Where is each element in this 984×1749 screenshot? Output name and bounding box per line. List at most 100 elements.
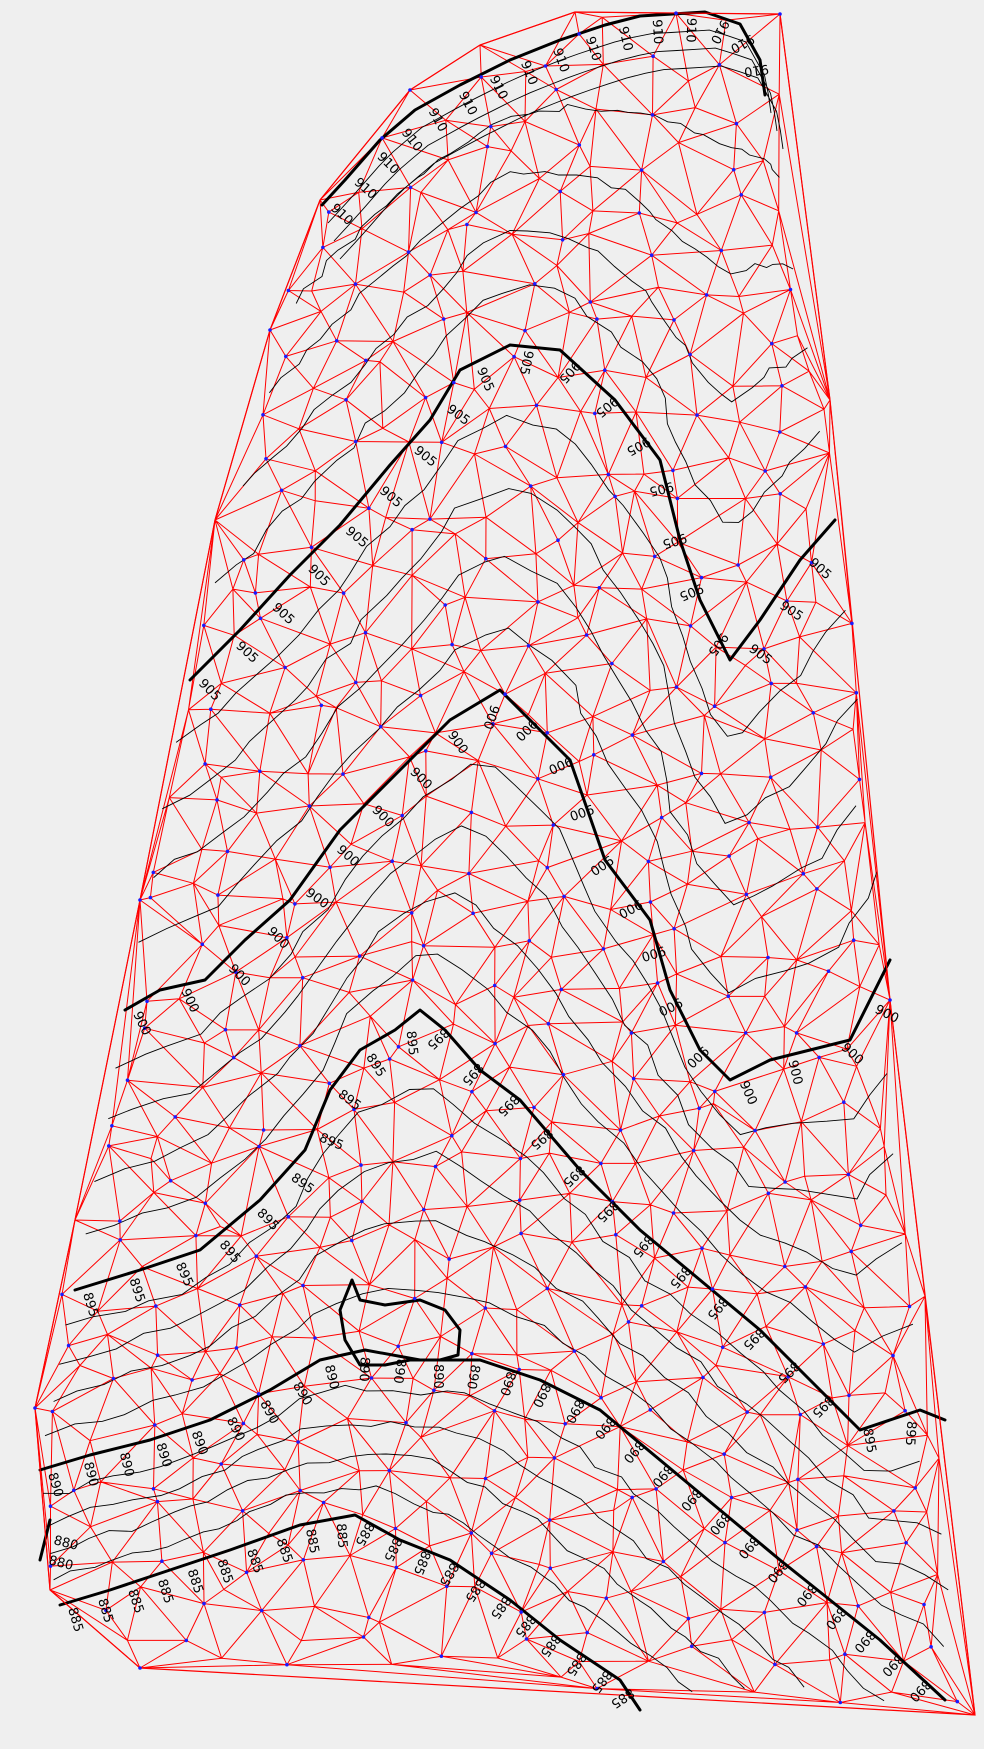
survey-point — [201, 943, 205, 947]
survey-point — [152, 1487, 156, 1491]
contour-label-910: 910 — [582, 35, 604, 63]
survey-point — [773, 1663, 777, 1667]
contour-label-895: 895 — [362, 1051, 388, 1080]
survey-point — [310, 546, 314, 550]
survey-point — [72, 1489, 76, 1493]
contour-label-890: 890 — [430, 1364, 445, 1389]
survey-point — [546, 866, 550, 870]
survey-point — [730, 1496, 734, 1500]
survey-point — [152, 871, 156, 875]
survey-point — [238, 1303, 242, 1307]
contour-label-905: 905 — [473, 365, 496, 394]
survey-point — [169, 1179, 173, 1183]
survey-point — [770, 342, 774, 346]
contour-label-895: 895 — [559, 1162, 587, 1190]
contour-label-905: 905 — [269, 600, 297, 628]
survey-point — [241, 1509, 245, 1513]
survey-point — [577, 32, 581, 36]
survey-point — [549, 1566, 553, 1570]
survey-point — [287, 1215, 291, 1219]
survey-point — [285, 1663, 289, 1667]
survey-point — [442, 317, 446, 321]
survey-point — [367, 1616, 371, 1620]
survey-point — [341, 772, 345, 776]
survey-point — [562, 895, 566, 899]
survey-point — [302, 1558, 306, 1562]
survey-point — [614, 1233, 618, 1237]
survey-point — [908, 1305, 912, 1309]
survey-point — [783, 1265, 787, 1269]
survey-point — [585, 633, 589, 637]
survey-point — [676, 497, 680, 501]
survey-point — [470, 1531, 474, 1535]
contour-label-895: 895 — [629, 1231, 656, 1260]
contour-label-905: 905 — [411, 443, 440, 470]
survey-point — [858, 778, 862, 782]
survey-point — [656, 981, 660, 985]
survey-point — [440, 1654, 444, 1658]
contour-label-900: 900 — [587, 852, 616, 878]
survey-point — [479, 75, 483, 79]
survey-point — [411, 978, 415, 982]
survey-point — [313, 1336, 317, 1340]
contour-label-900: 900 — [225, 961, 253, 989]
survey-point — [700, 576, 704, 580]
contour-label-900: 900 — [639, 942, 667, 964]
contour-label-885: 885 — [352, 1519, 377, 1548]
survey-point — [723, 1541, 727, 1545]
survey-point — [546, 731, 550, 735]
survey-point — [360, 1200, 364, 1204]
survey-point — [533, 282, 537, 286]
survey-point — [535, 404, 539, 408]
survey-point — [632, 1077, 636, 1081]
survey-point — [888, 998, 892, 1002]
survey-point — [558, 190, 562, 194]
survey-point — [190, 1378, 194, 1382]
survey-point — [519, 1232, 523, 1236]
survey-point — [739, 193, 743, 197]
contour-label-895: 895 — [740, 1324, 768, 1352]
survey-point — [720, 249, 724, 253]
survey-point — [532, 1106, 536, 1110]
survey-point — [603, 368, 607, 372]
survey-point — [262, 1128, 266, 1132]
survey-point — [328, 866, 332, 870]
survey-point — [216, 893, 220, 897]
survey-point — [613, 495, 617, 499]
survey-point — [651, 113, 655, 117]
survey-point — [518, 1198, 522, 1202]
contour-label-885: 885 — [511, 1611, 538, 1640]
contour-label-885: 885 — [64, 1606, 86, 1634]
survey-point — [692, 1149, 696, 1153]
survey-point — [486, 145, 490, 149]
survey-point — [470, 1090, 474, 1094]
contour-label-890: 890 — [116, 1451, 137, 1479]
contour-label-890: 890 — [496, 1369, 518, 1397]
contour-label-880: 880 — [47, 1553, 75, 1574]
contour-label-900: 900 — [479, 703, 501, 731]
survey-point — [852, 938, 856, 942]
survey-point — [362, 1635, 366, 1639]
survey-point — [280, 489, 284, 493]
survey-point — [674, 11, 678, 15]
survey-point — [320, 704, 324, 708]
contour-label-910: 910 — [707, 17, 732, 46]
survey-point — [465, 223, 469, 227]
survey-point — [284, 355, 288, 359]
survey-point — [209, 707, 213, 711]
survey-point — [194, 1234, 198, 1238]
survey-point — [697, 1107, 701, 1111]
survey-point — [359, 1163, 363, 1167]
contour-label-885: 885 — [154, 1577, 176, 1605]
survey-point — [653, 555, 657, 559]
survey-point — [585, 1631, 589, 1635]
survey-point — [440, 441, 444, 445]
survey-point — [301, 1284, 305, 1288]
survey-point — [350, 1239, 354, 1243]
survey-point — [203, 762, 207, 766]
contour-label-900: 900 — [546, 753, 575, 777]
survey-point — [847, 1394, 851, 1398]
survey-point — [547, 1022, 551, 1026]
survey-point — [470, 1352, 474, 1356]
survey-point — [795, 1031, 799, 1035]
